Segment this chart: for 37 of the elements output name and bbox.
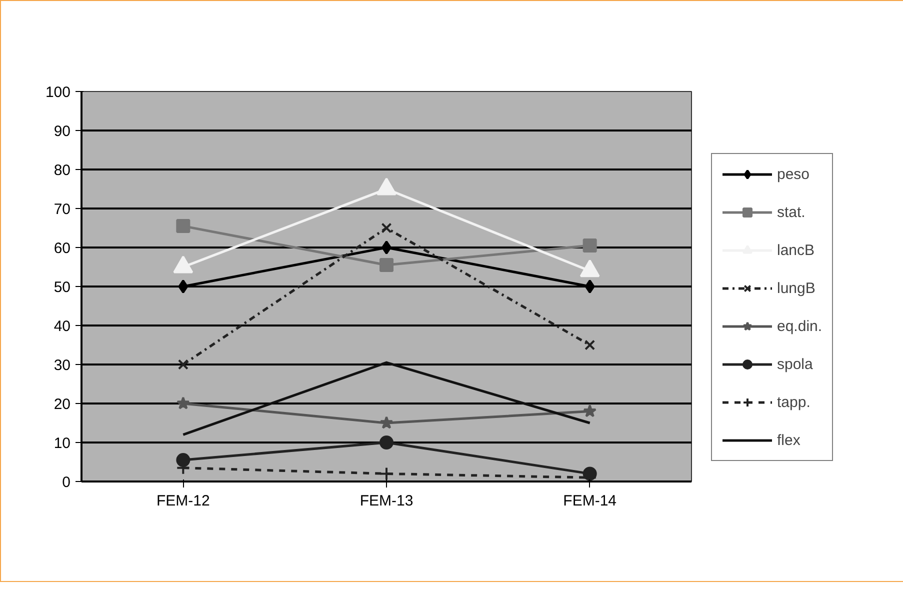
point: [381, 222, 392, 234]
point: [584, 280, 595, 294]
x-tick-label: FEM-14: [563, 492, 617, 510]
y-tick-label: 10: [54, 435, 71, 452]
point: [382, 240, 392, 254]
y-tick-label: 0: [62, 474, 70, 491]
x-tick-label: FEM-12: [156, 492, 210, 510]
x-tick-label: FEM-13: [360, 492, 414, 510]
y-tick-label: 60: [54, 240, 71, 257]
point: [380, 436, 394, 450]
point: [178, 280, 188, 294]
point: [583, 404, 597, 418]
point: [176, 453, 190, 468]
point: [176, 219, 190, 234]
y-tick-label: 100: [45, 84, 71, 101]
legend-label: peso: [777, 166, 810, 182]
y-tick-label: 20: [54, 396, 71, 413]
y-tick-label: 90: [54, 123, 71, 140]
legend-label: lancB: [777, 242, 815, 258]
legend-label: eq.din.: [777, 318, 822, 334]
point: [582, 238, 597, 253]
y-tick-label: 40: [54, 318, 71, 335]
y-tick-label: 50: [54, 279, 71, 296]
point: [584, 340, 596, 350]
legend-label: lungB: [777, 280, 816, 296]
point: [178, 359, 188, 370]
legend-label: flex: [777, 432, 800, 448]
legend-label: tapp.: [777, 394, 810, 410]
point: [380, 258, 394, 272]
y-tick-label: 80: [54, 162, 71, 179]
y-tick-label: 30: [54, 357, 71, 374]
point: [380, 416, 394, 429]
legend-label: stat.: [777, 204, 806, 220]
legend-label: spola: [777, 356, 813, 372]
y-tick-label: 70: [54, 201, 71, 218]
point: [380, 466, 394, 481]
point: [176, 396, 190, 410]
